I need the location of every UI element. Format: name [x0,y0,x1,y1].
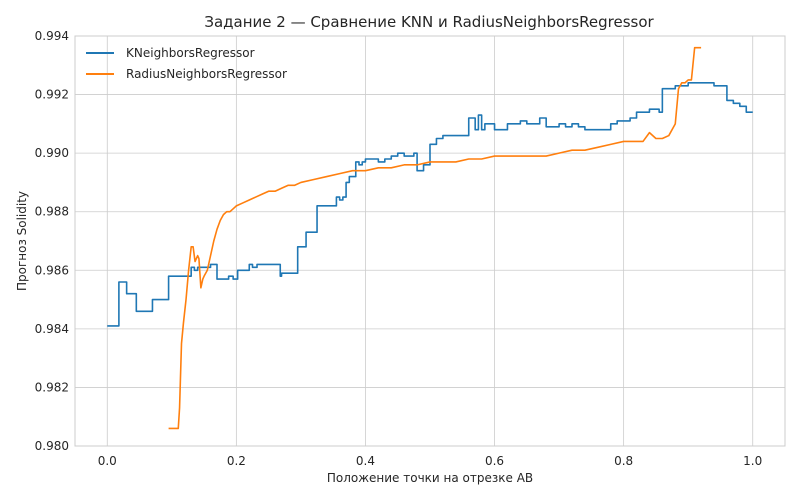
y-tick-label: 0.988 [35,205,69,219]
legend: KNeighborsRegressor RadiusNeighborsRegre… [86,46,287,81]
y-tick-label: 0.994 [35,29,69,43]
y-tick-label: 0.992 [35,88,69,102]
y-tick-label: 0.990 [35,146,69,160]
x-tick-label: 0.4 [356,454,375,468]
y-tick-label: 0.986 [35,263,69,277]
x-tick-label: 1.0 [743,454,762,468]
y-axis-label: Прогноз Solidity [15,191,29,291]
x-ticks: 0.0 0.2 0.4 0.6 0.8 1.0 [98,454,763,468]
x-axis-label: Положение точки на отрезке AB [327,471,533,485]
legend-label-radius: RadiusNeighborsRegressor [126,67,287,81]
y-ticks: 0.980 0.982 0.984 0.986 0.988 0.990 0.992 0.994 [35,29,69,453]
grid [75,35,785,447]
x-tick-label: 0.2 [227,454,246,468]
y-tick-label: 0.984 [35,322,69,336]
plot-frame [74,35,786,447]
series-line-radius [168,46,702,430]
x-tick-label: 0.0 [98,454,117,468]
series-line-knn [107,82,753,327]
chart-title: Задание 2 — Сравнение KNN и RadiusNeighb… [204,13,654,31]
legend-label-knn: KNeighborsRegressor [126,46,255,60]
x-tick-label: 0.8 [614,454,633,468]
x-tick-label: 0.6 [485,454,504,468]
y-tick-label: 0.980 [35,439,69,453]
y-tick-label: 0.982 [35,380,69,394]
series-lines [107,46,753,430]
